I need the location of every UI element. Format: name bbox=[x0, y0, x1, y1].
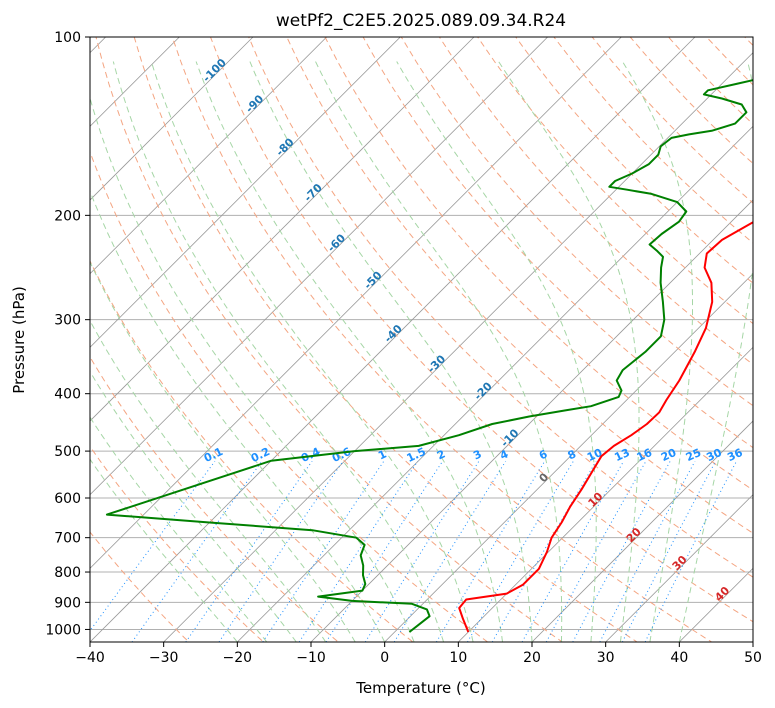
x-tick-label: 0 bbox=[380, 650, 389, 666]
x-tick-label: −30 bbox=[149, 650, 179, 666]
isotherm-line bbox=[90, 37, 696, 642]
mixing-ratio-line bbox=[572, 460, 671, 642]
dry-adiabat-line bbox=[133, 37, 638, 642]
dewpoint-profile-line bbox=[105, 79, 753, 633]
mixing-ratio-line bbox=[599, 460, 696, 642]
moist-adiabat-line bbox=[90, 416, 268, 642]
x-tick-label: 20 bbox=[523, 650, 541, 666]
mixing-ratio-line bbox=[393, 460, 507, 642]
isotherm-line bbox=[237, 125, 753, 642]
isotherm-line bbox=[605, 494, 753, 642]
dry-adiabat-line bbox=[171, 37, 713, 642]
mixing-ratio-label: 20 bbox=[659, 446, 679, 464]
moist-adiabat-line bbox=[622, 61, 693, 642]
mixing-ratio-line bbox=[325, 460, 444, 642]
moist-adiabat-line bbox=[90, 458, 238, 642]
dry-adiabat-line bbox=[515, 37, 753, 284]
mixing-ratio-label: 36 bbox=[725, 446, 745, 464]
isotherm-line bbox=[163, 52, 753, 642]
dry-adiabat-line bbox=[90, 445, 265, 642]
moist-adiabat-line bbox=[90, 96, 415, 642]
y-tick-label: 1000 bbox=[45, 622, 81, 638]
mixing-ratio-label: 16 bbox=[635, 446, 655, 464]
x-tick-label: −40 bbox=[75, 650, 105, 666]
isotherm-line bbox=[752, 641, 753, 642]
y-tick-label: 100 bbox=[54, 30, 81, 46]
isotherm-line bbox=[90, 37, 622, 569]
x-tick-label: −20 bbox=[223, 650, 253, 666]
mixing-ratio-line bbox=[131, 460, 263, 642]
y-axis-label: Pressure (hPa) bbox=[10, 286, 28, 394]
x-tick-label: 40 bbox=[670, 650, 688, 666]
mixing-ratio-line bbox=[644, 460, 737, 642]
moist-adiabat-line bbox=[90, 319, 327, 642]
moist-adiabat-line bbox=[90, 189, 386, 642]
moist-adiabat-line bbox=[249, 61, 533, 642]
axis-ticks: −40 −30 −20 −10 0 10 20 30 40 50 100 200 300 400 500 60… bbox=[45, 30, 762, 666]
plot-frame bbox=[89, 36, 754, 643]
dry-adiabat-line bbox=[756, 10, 775, 654]
isotherm-line bbox=[90, 37, 327, 275]
moist-adiabat-line bbox=[678, 61, 753, 642]
temperature-profile-line bbox=[458, 221, 753, 633]
y-tick-label: 600 bbox=[54, 491, 81, 507]
x-tick-label: 50 bbox=[744, 650, 762, 666]
y-tick-label: 300 bbox=[54, 313, 81, 329]
y-tick-label: 900 bbox=[54, 595, 81, 611]
isotherm-line bbox=[90, 37, 401, 348]
dry-adiabat-line bbox=[286, 37, 753, 534]
dry-adiabat-line bbox=[95, 37, 564, 642]
y-tick-label: 800 bbox=[54, 565, 81, 581]
dry-adiabat-line bbox=[362, 37, 753, 449]
moist-adiabat-line bbox=[90, 370, 297, 642]
mixing-ratio-line bbox=[90, 460, 216, 632]
dry-adiabat-line bbox=[248, 37, 753, 578]
mixing-ratio-line bbox=[364, 460, 480, 642]
isotherm-line bbox=[90, 37, 254, 201]
x-axis-label: Temperature (°C) bbox=[355, 679, 485, 697]
mixing-ratio-line bbox=[545, 460, 647, 642]
isotherm-line bbox=[384, 273, 753, 642]
mixing-ratio-label: 13 bbox=[612, 446, 631, 464]
isotherm-line bbox=[531, 420, 753, 642]
moist-adiabat-line bbox=[498, 61, 640, 642]
mixing-ratio-label: 30 bbox=[704, 446, 724, 464]
moist-adiabat-line bbox=[396, 61, 597, 642]
profile-series bbox=[105, 79, 753, 633]
x-tick-label: −10 bbox=[296, 650, 326, 666]
y-tick-label: 200 bbox=[54, 208, 81, 224]
x-tick-label: 30 bbox=[597, 650, 615, 666]
isotherm-line bbox=[310, 199, 753, 642]
y-tick-label: 700 bbox=[54, 531, 81, 547]
dry-adiabat-line bbox=[90, 356, 339, 642]
isotherm-line bbox=[90, 37, 475, 422]
moist-adiabat-line bbox=[112, 61, 445, 642]
mixing-ratio-line bbox=[262, 460, 385, 642]
moist-adiabat-line bbox=[150, 61, 474, 642]
mixing-ratio-label: 25 bbox=[684, 446, 703, 464]
mixing-ratio-line bbox=[521, 460, 625, 642]
y-tick-label: 400 bbox=[54, 387, 81, 403]
background-lines bbox=[90, 10, 775, 654]
isotherm-line bbox=[458, 346, 753, 642]
dry-adiabat-line bbox=[324, 37, 753, 491]
dry-adiabat-line bbox=[90, 531, 190, 642]
moist-adiabat-line bbox=[90, 260, 356, 642]
plot-area-background bbox=[90, 37, 753, 642]
moist-adiabat-line bbox=[315, 61, 563, 642]
y-tick-label: 500 bbox=[54, 444, 81, 460]
dry-adiabat-line bbox=[209, 37, 753, 623]
chart-title: wetPf2_C2E5.2025.089.09.34.R24 bbox=[276, 11, 566, 31]
dry-adiabat-line bbox=[90, 259, 414, 642]
moist-adiabat-line bbox=[195, 61, 503, 642]
isotherm-line bbox=[90, 37, 548, 496]
x-tick-label: 10 bbox=[449, 650, 467, 666]
dry-adiabat-line bbox=[90, 150, 489, 642]
